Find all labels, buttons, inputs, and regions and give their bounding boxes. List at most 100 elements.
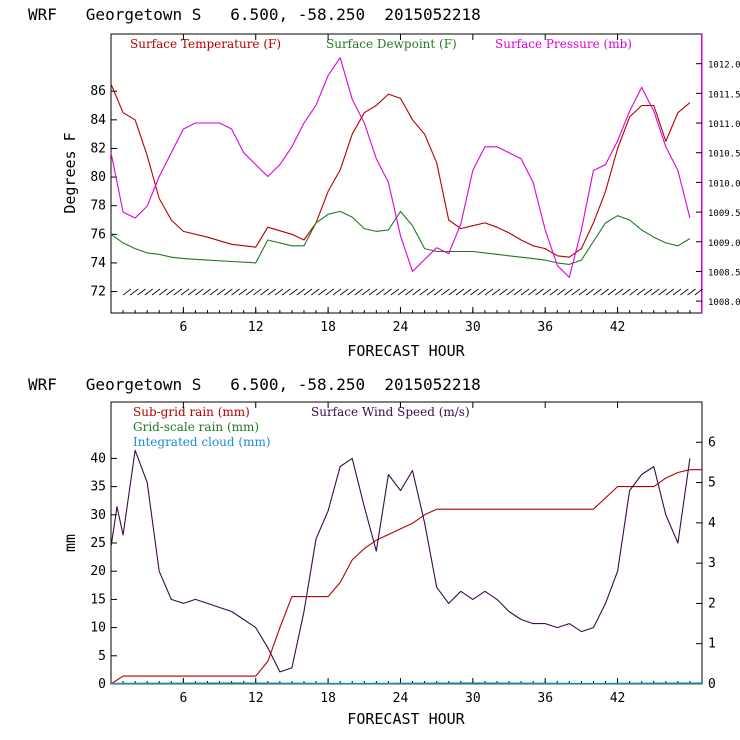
wind-barb — [361, 288, 371, 296]
y-tick-label: 72 — [90, 285, 106, 300]
wind-barb — [224, 288, 233, 296]
wind-barb — [513, 288, 523, 296]
top-legend-temperature: Surface Temperature (F) — [130, 37, 281, 51]
y-tick-label: 78 — [90, 199, 106, 214]
bottom-legend-wind-speed: Surface Wind Speed (m/s) — [311, 405, 470, 419]
wind-barb — [216, 288, 226, 296]
wind-barb — [274, 288, 284, 296]
wind-barb — [585, 288, 595, 296]
wind-barb — [231, 288, 240, 296]
wind-barb — [593, 288, 602, 296]
wind-barb — [636, 288, 646, 296]
bottom-x-axis-label: FORECAST HOUR — [347, 710, 465, 728]
series-line — [110, 57, 691, 278]
wind-barb — [318, 288, 327, 296]
wind-barb — [419, 288, 429, 296]
wind-barb — [282, 288, 291, 296]
y-tick-label: 80 — [90, 170, 106, 185]
y2-tick-label: 1009.5 — [708, 209, 740, 219]
wind-barb — [542, 288, 552, 296]
wind-barb — [122, 288, 132, 296]
bottom-series-group — [110, 449, 703, 685]
y2-tick-label: 6 — [708, 435, 716, 450]
x-tick-label: 18 — [320, 691, 336, 706]
wind-barb — [571, 288, 580, 296]
top-series-group — [110, 57, 691, 278]
wind-barb — [144, 288, 154, 296]
bottom-y-axis-label: mm — [61, 534, 79, 552]
wind-barb — [310, 288, 320, 296]
wind-barb — [622, 288, 631, 296]
series-line — [110, 682, 703, 684]
wind-barb — [238, 288, 248, 296]
y2-tick-label: 2 — [708, 596, 716, 611]
y-tick-label: 82 — [90, 141, 106, 156]
wind-barb — [187, 288, 197, 296]
wind-barb — [347, 288, 356, 296]
wind-barb — [491, 288, 501, 296]
wind-barb — [462, 288, 472, 296]
y-tick-label: 84 — [90, 113, 106, 128]
wind-barb — [289, 288, 298, 296]
wind-barb — [441, 288, 450, 296]
top-legend-pressure: Surface Pressure (mb) — [495, 37, 632, 51]
x-tick-label: 6 — [179, 320, 187, 335]
wind-barb — [528, 288, 537, 296]
y2-tick-label: 1011.0 — [708, 120, 740, 130]
wind-barb — [339, 288, 349, 296]
x-tick-label: 42 — [610, 691, 626, 706]
top-plot-frame — [110, 33, 703, 314]
wind-barb — [520, 288, 530, 296]
bottom-y-ticks: 0 5 10 15 20 25 30 35 40 — [90, 451, 117, 692]
y2-tick-label: 1008.5 — [708, 268, 740, 278]
x-tick-label: 24 — [393, 320, 409, 335]
y2-tick-label: 3 — [708, 556, 716, 571]
wind-barb — [180, 288, 190, 296]
bottom-legend-integrated-cloud: Integrated cloud (mm) — [133, 435, 271, 449]
wind-barb — [412, 288, 421, 296]
wind-barb — [209, 288, 219, 296]
wind-barb — [303, 288, 313, 296]
series-line — [110, 210, 691, 265]
x-tick-label: 6 — [179, 691, 187, 706]
y2-tick-label: 1009.0 — [708, 239, 740, 249]
wind-barb — [694, 288, 704, 296]
wind-barb — [368, 288, 378, 296]
wind-barb — [629, 288, 638, 296]
wind-barb — [448, 288, 457, 296]
x-tick-label: 30 — [465, 320, 481, 335]
y2-tick-label: 1010.0 — [708, 179, 740, 189]
wind-barb — [687, 288, 696, 296]
wind-barb — [607, 288, 617, 296]
y-tick-label: 5 — [98, 649, 106, 664]
wind-barb — [354, 288, 363, 296]
top-panel: WRF Georgetown S 6.500, -58.250 20150522… — [28, 5, 740, 360]
wind-barb — [499, 288, 508, 296]
x-tick-label: 24 — [393, 691, 409, 706]
top-legend-dewpoint: Surface Dewpoint (F) — [326, 37, 457, 51]
x-tick-label: 42 — [610, 320, 626, 335]
wind-barbs-row — [122, 288, 704, 296]
wind-barb — [173, 288, 182, 296]
wind-barb — [405, 288, 414, 296]
series-line — [110, 83, 691, 258]
wind-barb — [564, 288, 573, 296]
wind-barb — [680, 288, 689, 296]
bottom-legend-subgrid-rain: Sub-grid rain (mm) — [133, 405, 250, 419]
wind-barb — [253, 288, 262, 296]
wind-barb — [151, 288, 161, 296]
wind-barb — [195, 288, 204, 296]
x-tick-label: 12 — [248, 320, 264, 335]
x-tick-label: 36 — [537, 320, 553, 335]
wind-barb — [549, 288, 559, 296]
wind-barb — [426, 288, 436, 296]
series-line — [110, 469, 702, 685]
wind-barb — [390, 288, 400, 296]
top-y-axis-label: Degrees F — [61, 132, 79, 213]
wind-barb — [651, 288, 660, 296]
y-tick-label: 10 — [90, 621, 106, 636]
wind-barb — [578, 288, 588, 296]
wind-barb — [296, 288, 305, 296]
bottom-legend-gridscale-rain: Grid-scale rain (mm) — [133, 420, 259, 434]
top-x-axis-label: FORECAST HOUR — [347, 342, 465, 360]
